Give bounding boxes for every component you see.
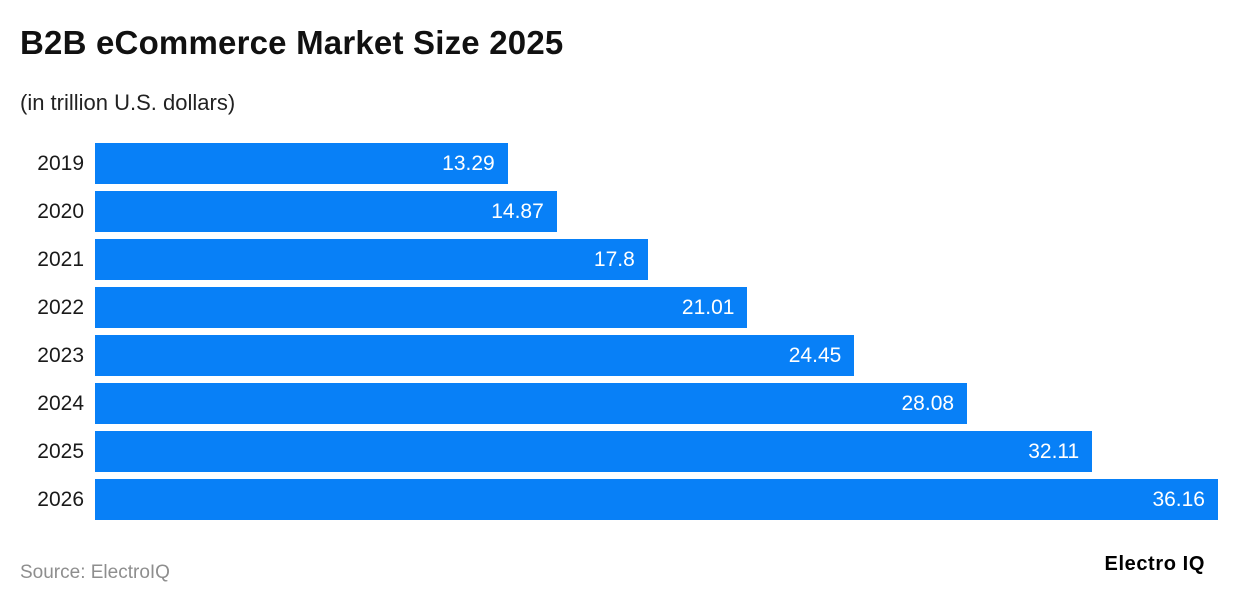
bar-value-label: 32.11 — [1028, 439, 1080, 463]
bar-value-label: 14.87 — [491, 199, 544, 223]
bar-track: 36.16 — [95, 479, 1218, 520]
bar-track: 17.8 — [95, 239, 1218, 280]
brand-logo: Electro IQ — [1104, 553, 1205, 575]
bar-track: 24.45 — [95, 335, 1218, 376]
chart-row: 2025 32.11 — [20, 431, 1218, 472]
bar: 14.87 — [95, 191, 557, 232]
year-label: 2020 — [37, 199, 84, 223]
bar-value-label: 28.08 — [901, 391, 955, 415]
year-label: 2021 — [37, 247, 84, 271]
chart-row: 2019 13.29 — [20, 143, 1218, 184]
chart-row: 2022 21.01 — [20, 287, 1218, 328]
bar-value-label: 36.16 — [1152, 487, 1205, 511]
year-label: 2024 — [37, 391, 84, 415]
bar: 36.16 — [95, 479, 1218, 520]
bar: 17.8 — [95, 239, 648, 280]
bar-value-label: 24.45 — [788, 343, 842, 367]
bar-track: 14.87 — [95, 191, 1218, 232]
bar: 28.08 — [95, 383, 968, 424]
year-label: 2022 — [37, 295, 84, 319]
year-label: 2023 — [37, 343, 84, 367]
bar-track: 28.08 — [95, 383, 1218, 424]
bar-chart: 2019 13.29 2020 14.87 2021 17.8 2022 21.01 2023 2… — [20, 143, 1218, 520]
chart-title: B2B eCommerce Market Size 2025 — [20, 24, 564, 61]
bar-value-label: 13.29 — [442, 151, 495, 175]
bar-track: 32.11 — [95, 431, 1218, 472]
source-label: Source: ElectroIQ — [20, 562, 170, 583]
bar-value-label: 17.8 — [593, 247, 635, 271]
bar: 24.45 — [95, 335, 855, 376]
bar: 32.11 — [95, 431, 1093, 472]
bar: 13.29 — [95, 143, 508, 184]
bar-track: 13.29 — [95, 143, 1218, 184]
year-label: 2019 — [37, 151, 84, 175]
bar-value-label: 21.01 — [681, 295, 735, 319]
chart-row: 2026 36.16 — [20, 479, 1218, 520]
chart-row: 2021 17.8 — [20, 239, 1218, 280]
chart-row: 2024 28.08 — [20, 383, 1218, 424]
bar: 21.01 — [95, 287, 748, 328]
year-label: 2025 — [37, 439, 84, 463]
bar-track: 21.01 — [95, 287, 1218, 328]
chart-subtitle: (in trillion U.S. dollars) — [20, 90, 236, 115]
chart-row: 2023 24.45 — [20, 335, 1218, 376]
chart-row: 2020 14.87 — [20, 191, 1218, 232]
year-label: 2026 — [37, 487, 84, 511]
